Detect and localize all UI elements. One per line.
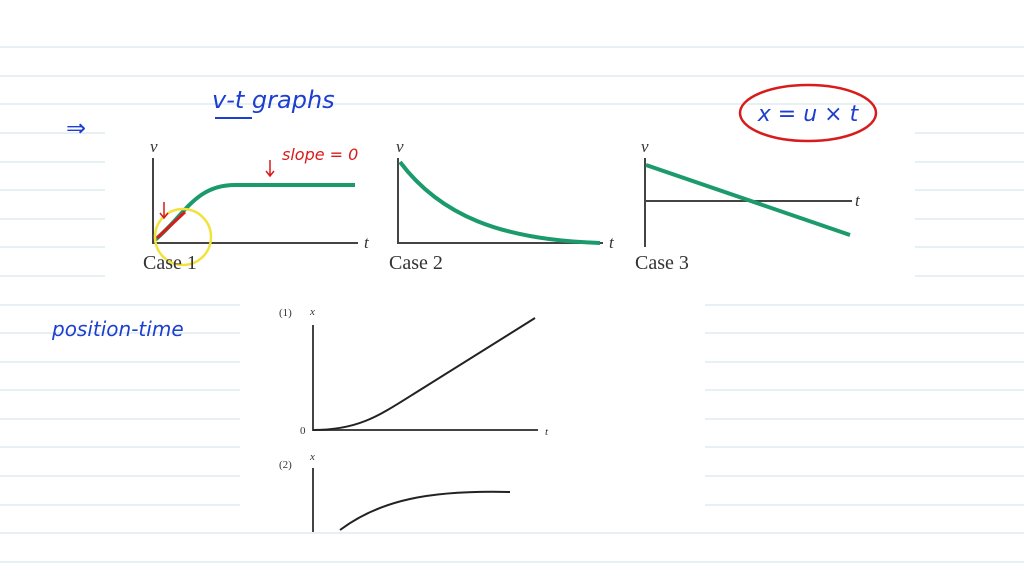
axis-label: x (309, 306, 315, 318)
drawing (645, 163, 851, 237)
graph-number: (1) (279, 307, 292, 319)
side-label: position-time (51, 317, 184, 341)
formula-circle (738, 83, 878, 143)
drawing (339, 490, 511, 531)
drawing (397, 158, 603, 244)
graph-number: (2) (279, 459, 292, 471)
axis-label: t (855, 191, 861, 210)
axis-label: x (309, 451, 315, 463)
vt-image (105, 118, 915, 280)
caption: Case 2 (389, 252, 443, 274)
caption: Case 3 (635, 252, 689, 274)
heading: v-t graphs (212, 86, 335, 114)
drawing (265, 160, 275, 178)
caption: Case 1 (143, 252, 197, 274)
drawing (312, 317, 536, 431)
drawing (152, 158, 358, 244)
drawing (155, 210, 187, 240)
vt-graph: v t Case 3 (635, 137, 861, 274)
drawing (398, 160, 601, 245)
axis-label: t (545, 426, 549, 438)
slope-note: slope = 0 (282, 145, 358, 164)
xt-graph: (1) x 0 t (279, 306, 549, 438)
axis-label: t (609, 233, 615, 252)
vt-graph: v t Case 2 (389, 137, 615, 274)
xt-graph: (2) x (279, 451, 511, 532)
arrow: ⇒ (66, 114, 86, 142)
vt-graph: v t slope = 0 Case 1 (143, 137, 370, 274)
drawing (153, 207, 213, 267)
axis-label: v (150, 137, 158, 156)
formula: x = u × t (757, 102, 860, 127)
xt-image (240, 295, 705, 532)
axis-label: v (641, 137, 649, 156)
axis-label: v (396, 137, 404, 156)
axis-label: t (364, 233, 370, 252)
drawing (159, 202, 169, 220)
origin-label: 0 (300, 425, 306, 437)
